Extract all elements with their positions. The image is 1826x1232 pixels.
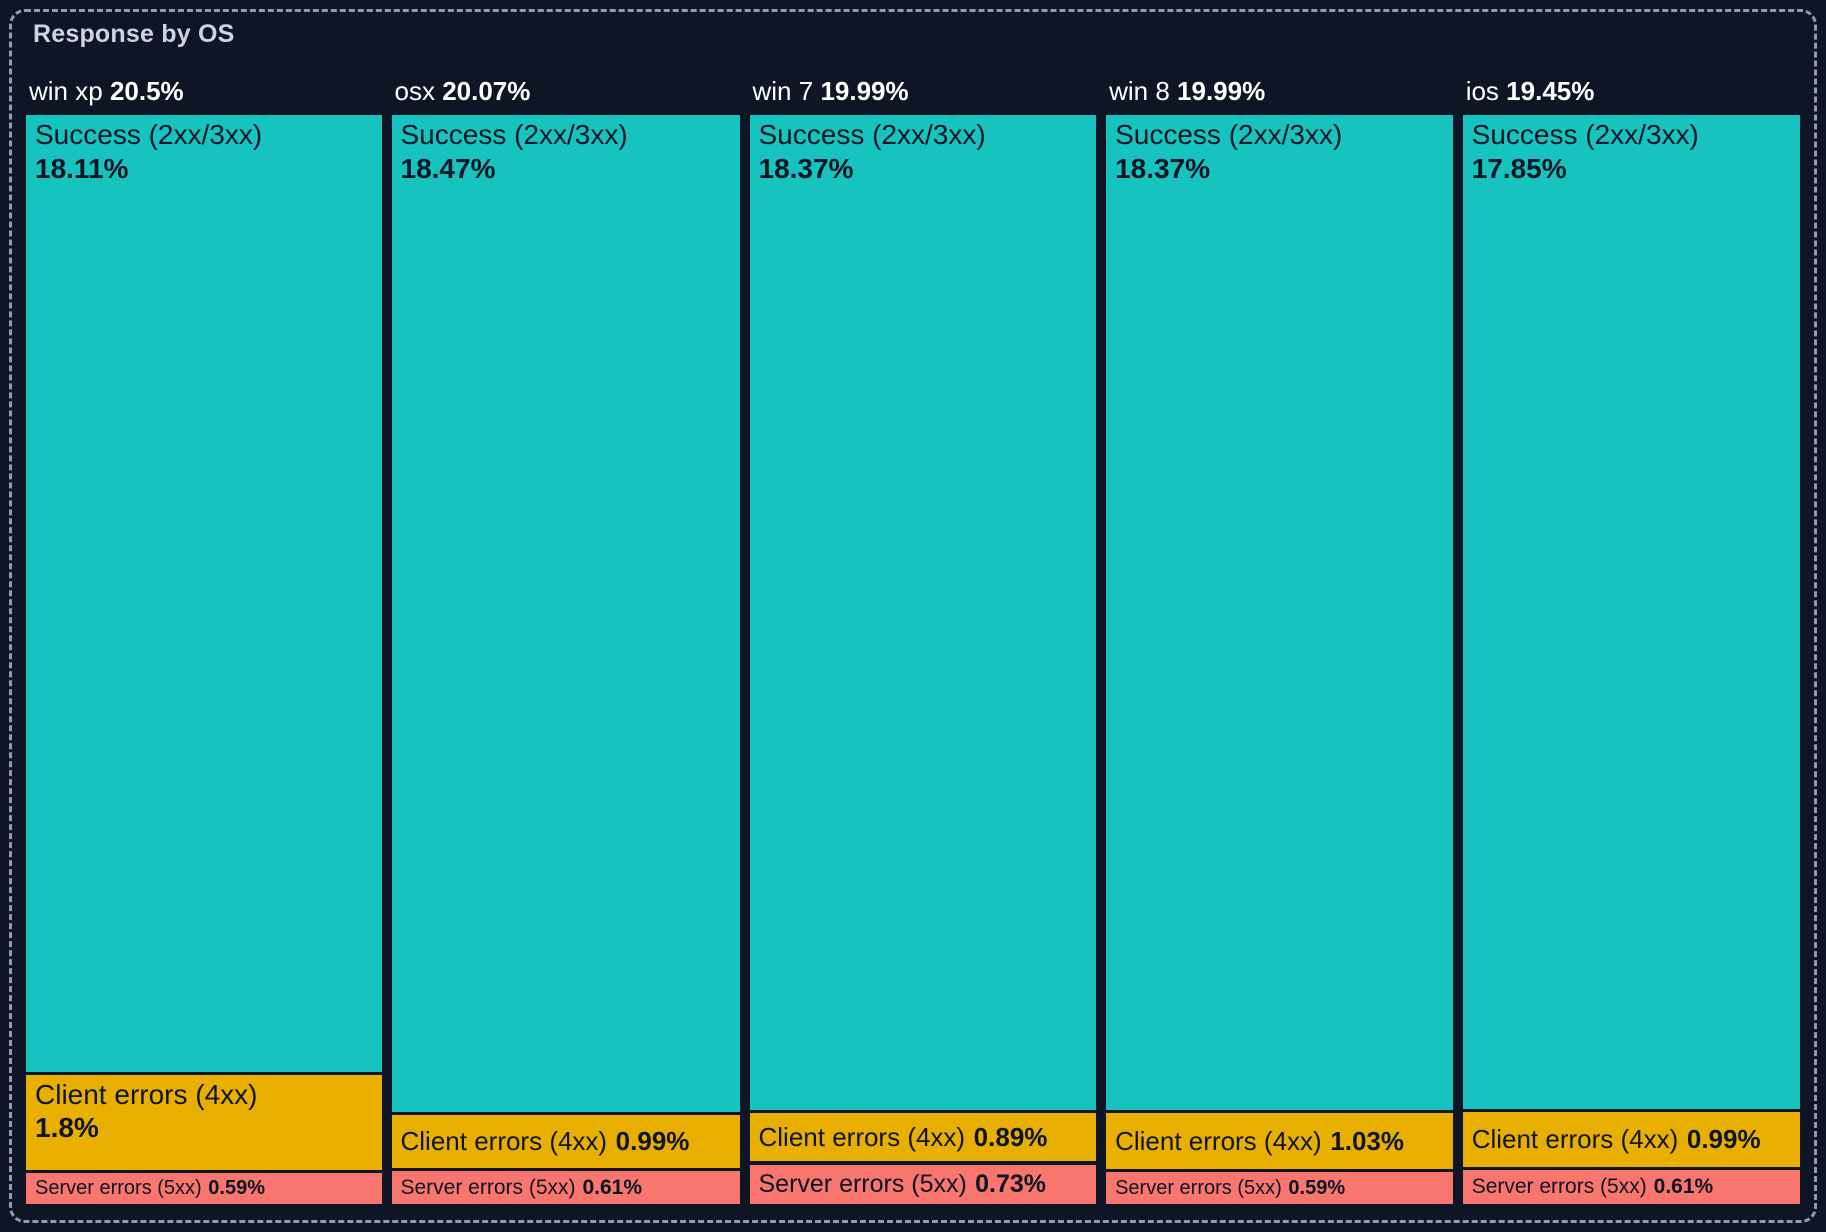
treemap-column-win-8: win 8 19.99% Success (2xx/3xx) 18.37% Clien… [1106, 0, 1453, 1232]
segment-value: 0.59% [208, 1176, 266, 1199]
segment-value: 0.61% [582, 1175, 642, 1199]
segment-value: 18.37% [1115, 152, 1211, 184]
treemap-segment-win-7-success[interactable]: Success (2xx/3xx) 18.37% [749, 115, 1097, 1111]
column-header-osx[interactable]: osx 20.07% [394, 76, 531, 107]
segment-label: Client errors (4xx) [758, 1121, 966, 1152]
column-os-name: win xp [29, 76, 103, 106]
treemap-column-osx: osx 20.07% Success (2xx/3xx) 18.47% Client … [391, 0, 740, 1232]
column-header-ios[interactable]: ios 19.45% [1465, 76, 1595, 107]
segment-value: 18.37% [758, 152, 854, 184]
segment-value: 0.61% [1653, 1175, 1714, 1198]
treemap-segment-osx-client_errors[interactable]: Client errors (4xx) 0.99% [391, 1114, 740, 1169]
treemap-column-win-7: win 7 19.99% Success (2xx/3xx) 18.37% Clien… [749, 0, 1097, 1232]
segment-value: 18.47% [400, 152, 496, 184]
column-os-total: 20.5% [109, 76, 184, 106]
segment-value: 17.85% [1471, 152, 1567, 184]
column-header-win-7[interactable]: win 7 19.99% [752, 76, 909, 107]
segment-label: Success (2xx/3xx) [400, 119, 628, 150]
segment-label: Server errors (5xx) [758, 1169, 967, 1198]
treemap-segment-ios-server_errors[interactable]: Server errors (5xx) 0.61% [1462, 1170, 1800, 1204]
treemap-segment-win-xp-server_errors[interactable]: Server errors (5xx) 0.59% [26, 1172, 382, 1204]
column-os-total: 20.07% [442, 76, 531, 106]
column-header-win-xp[interactable]: win xp 20.5% [29, 76, 184, 107]
column-os-name: win 8 [1109, 76, 1170, 106]
segment-label: Success (2xx/3xx) [1471, 119, 1699, 150]
treemap-segment-win-xp-success[interactable]: Success (2xx/3xx) 18.11% [26, 115, 382, 1072]
segment-label: Server errors (5xx) [1471, 1175, 1647, 1198]
segment-label: Client errors (4xx) [35, 1078, 258, 1110]
treemap-segment-osx-server_errors[interactable]: Server errors (5xx) 0.61% [391, 1171, 740, 1204]
segment-label: Client errors (4xx) [400, 1125, 608, 1156]
column-os-name: ios [1465, 76, 1499, 106]
treemap-segment-win-8-success[interactable]: Success (2xx/3xx) 18.37% [1106, 115, 1453, 1111]
segment-label: Client errors (4xx) [1471, 1123, 1679, 1154]
treemap-segment-win-8-server_errors[interactable]: Server errors (5xx) 0.59% [1106, 1172, 1453, 1204]
panel-title: Response by OS [33, 20, 235, 48]
column-os-total: 19.45% [1506, 76, 1595, 106]
column-os-name: osx [394, 76, 435, 106]
column-os-total: 19.99% [820, 76, 909, 106]
segment-label: Success (2xx/3xx) [758, 119, 986, 150]
segment-label: Success (2xx/3xx) [1115, 119, 1343, 150]
segment-value: 1.8% [35, 1112, 99, 1144]
column-os-total: 19.99% [1177, 76, 1266, 106]
segment-value: 0.99% [615, 1125, 690, 1156]
treemap-segment-ios-client_errors[interactable]: Client errors (4xx) 0.99% [1462, 1111, 1800, 1167]
column-os-name: win 7 [752, 76, 814, 106]
treemap-segment-win-xp-client_errors[interactable]: Client errors (4xx) 1.8% [26, 1074, 382, 1170]
segment-value: 18.11% [35, 152, 129, 184]
segment-label: Server errors (5xx) [400, 1175, 576, 1199]
segment-value: 0.89% [973, 1121, 1048, 1152]
segment-label: Success (2xx/3xx) [35, 119, 263, 150]
treemap-column-ios: ios 19.45% Success (2xx/3xx) 17.85% Client … [1462, 0, 1800, 1232]
treemap-segment-win-7-client_errors[interactable]: Client errors (4xx) 0.89% [749, 1113, 1097, 1162]
treemap-segment-win-7-server_errors[interactable]: Server errors (5xx) 0.73% [749, 1164, 1097, 1204]
segment-value: 0.99% [1686, 1123, 1761, 1154]
treemap-segment-ios-success[interactable]: Success (2xx/3xx) 17.85% [1462, 115, 1800, 1109]
treemap-segment-win-8-client_errors[interactable]: Client errors (4xx) 1.03% [1106, 1113, 1453, 1169]
segment-value: 0.73% [975, 1169, 1047, 1198]
segment-value: 0.59% [1288, 1176, 1346, 1199]
treemap-segment-osx-success[interactable]: Success (2xx/3xx) 18.47% [391, 115, 740, 1112]
treemap-column-win-xp: win xp 20.5% Success (2xx/3xx) 18.11% Clien… [26, 0, 382, 1232]
segment-value: 1.03% [1330, 1125, 1404, 1156]
segment-label: Server errors (5xx) [35, 1176, 202, 1199]
segment-label: Client errors (4xx) [1115, 1125, 1322, 1156]
column-header-win-8[interactable]: win 8 19.99% [1109, 76, 1266, 107]
segment-label: Server errors (5xx) [1115, 1176, 1282, 1199]
